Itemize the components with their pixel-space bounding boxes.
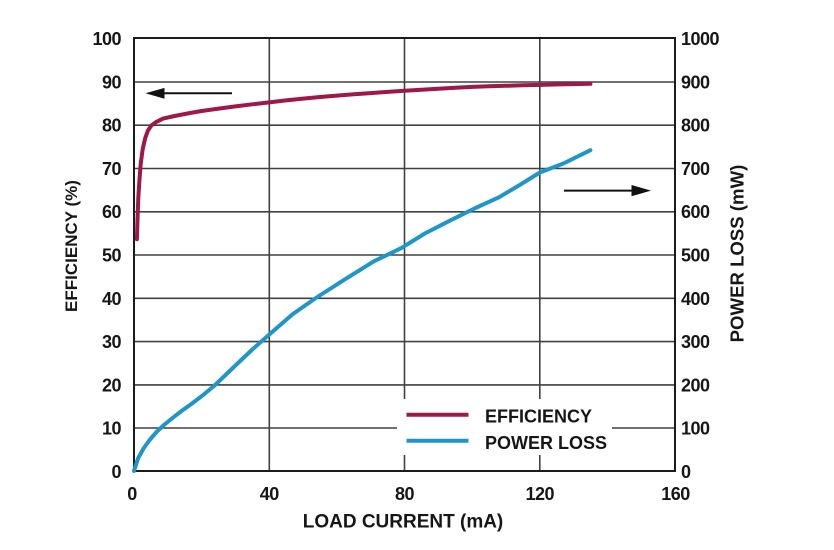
svg-text:20: 20	[102, 375, 122, 395]
svg-text:400: 400	[681, 289, 710, 309]
svg-text:POWER LOSS: POWER LOSS	[485, 433, 607, 453]
svg-text:10: 10	[102, 419, 122, 439]
svg-text:900: 900	[681, 72, 710, 92]
svg-text:90: 90	[102, 72, 122, 92]
svg-text:30: 30	[102, 332, 122, 352]
svg-text:120: 120	[526, 484, 555, 504]
svg-text:70: 70	[102, 159, 122, 179]
svg-text:1000: 1000	[681, 29, 720, 49]
svg-text:40: 40	[102, 289, 122, 309]
svg-text:300: 300	[681, 332, 710, 352]
svg-text:80: 80	[102, 116, 122, 136]
svg-text:800: 800	[681, 116, 710, 136]
svg-text:0: 0	[111, 462, 121, 482]
svg-text:50: 50	[102, 246, 122, 266]
svg-text:160: 160	[661, 484, 690, 504]
svg-text:LOAD CURRENT (mA): LOAD CURRENT (mA)	[303, 512, 504, 533]
svg-text:0: 0	[127, 484, 137, 504]
svg-text:POWER LOSS (mW): POWER LOSS (mW)	[727, 165, 748, 343]
svg-text:100: 100	[92, 29, 121, 49]
svg-text:0: 0	[681, 462, 691, 482]
svg-text:100: 100	[681, 419, 710, 439]
svg-text:EFFICIENCY (%): EFFICIENCY (%)	[62, 180, 81, 312]
svg-text:EFFICIENCY: EFFICIENCY	[485, 407, 592, 427]
svg-text:60: 60	[102, 202, 122, 222]
svg-text:80: 80	[395, 484, 415, 504]
svg-text:600: 600	[681, 202, 710, 222]
svg-text:40: 40	[260, 484, 280, 504]
svg-text:500: 500	[681, 246, 710, 266]
svg-text:700: 700	[681, 159, 710, 179]
svg-text:200: 200	[681, 375, 710, 395]
